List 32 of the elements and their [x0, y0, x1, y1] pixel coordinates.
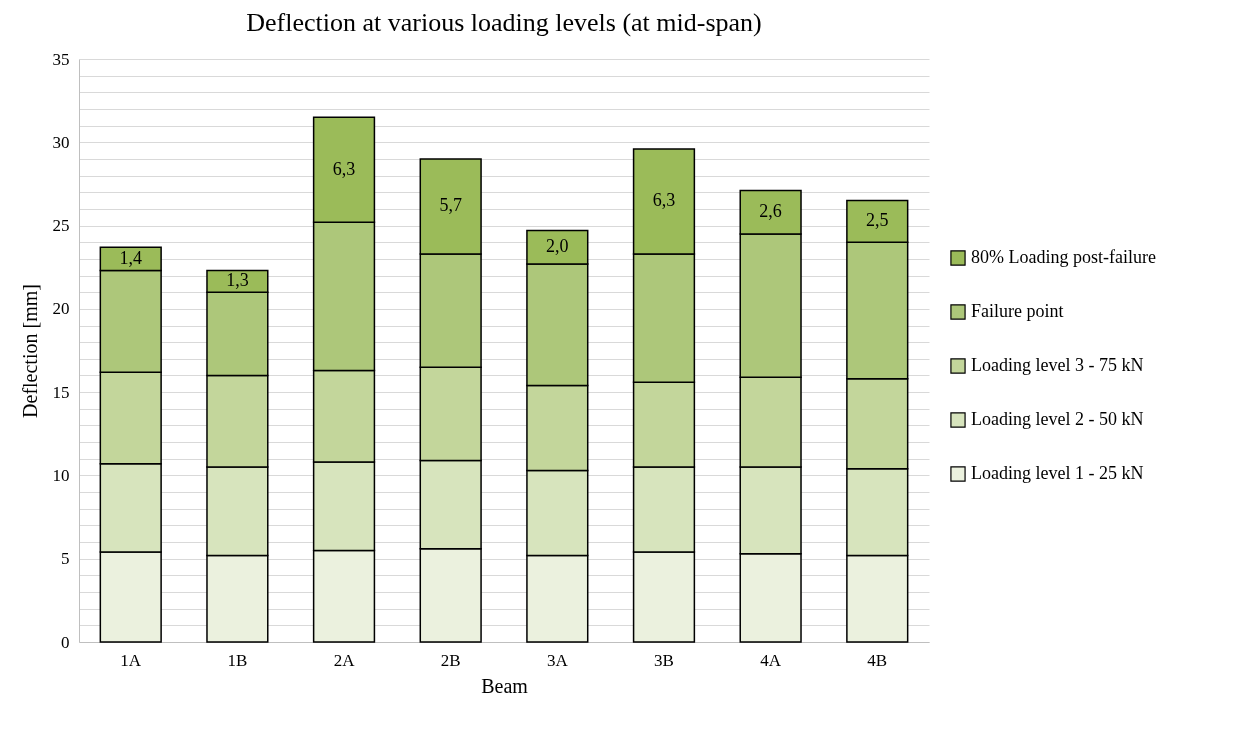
- y-tick-label: 35: [52, 49, 70, 69]
- x-tick-label: 4B: [867, 650, 888, 670]
- legend-label: 80% Loading post-failure: [971, 247, 1156, 267]
- x-tick-label: 3B: [654, 650, 674, 670]
- data-label: 1,3: [226, 270, 249, 291]
- x-tick-label: 4A: [760, 650, 782, 670]
- y-tick-label: 20: [52, 299, 70, 319]
- legend-label: Loading level 1 - 25 kN: [971, 463, 1144, 483]
- y-tick-label: 15: [52, 382, 70, 402]
- y-tick-label: 0: [61, 632, 70, 652]
- legend-label: Loading level 3 - 75 kN: [971, 355, 1144, 375]
- data-label: 2,5: [866, 210, 889, 231]
- x-tick-label: 1B: [227, 650, 248, 670]
- data-label: 5,7: [439, 195, 462, 216]
- data-label: 2,6: [759, 201, 782, 222]
- x-tick-label: 3A: [546, 650, 569, 670]
- data-label: 1,4: [119, 247, 142, 268]
- data-label: 6,3: [652, 190, 676, 211]
- y-tick-label: 30: [52, 132, 70, 152]
- x-tick-label: 2B: [440, 650, 461, 670]
- data-label: 6,3: [332, 158, 356, 179]
- x-tick-label: 1A: [120, 650, 142, 670]
- legend-label: Failure point: [971, 301, 1064, 321]
- chart-title: Deflection at various loading levels (at mid-span): [246, 8, 762, 37]
- y-axis-title: Deflection [mm]: [18, 284, 41, 418]
- data-label: 2,0: [546, 236, 569, 257]
- legend-label: Loading level 2 - 50 kN: [971, 409, 1144, 429]
- y-tick-label: 5: [61, 549, 70, 569]
- x-tick-label: 2A: [333, 650, 356, 670]
- y-tick-label: 10: [52, 465, 70, 485]
- y-tick-label: 25: [52, 216, 70, 236]
- x-axis-title: Beam: [481, 674, 529, 697]
